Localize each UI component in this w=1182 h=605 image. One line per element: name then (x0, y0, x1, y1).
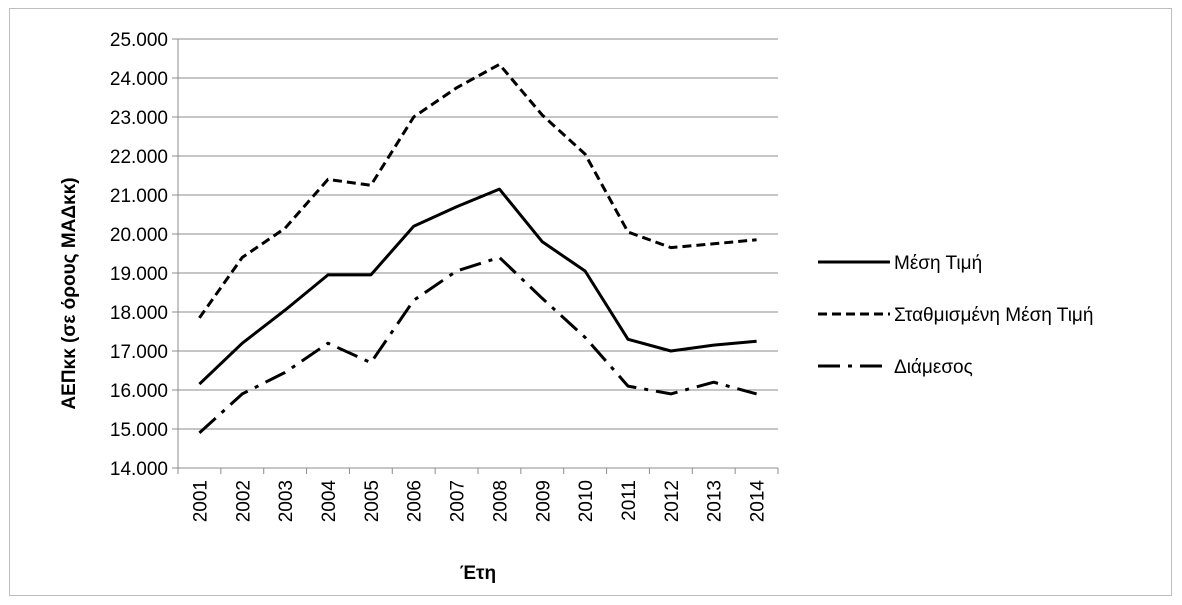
x-tick-labels: 2001 2002 2003 2004 2005 2006 2007 2008 2009 2010… (190, 480, 768, 523)
x-tick-label: 2009 (533, 480, 554, 522)
y-tick-labels: 14.000 15.000 16.000 17.000 18.000 19.000 20.0… (110, 30, 168, 480)
y-tick-label: 21.000 (110, 186, 168, 207)
y-tick-label: 18.000 (110, 303, 168, 324)
chart-frame: 14.000 15.000 16.000 17.000 18.000 19.000 20.0… (9, 8, 1172, 596)
x-tick-label: 2003 (276, 480, 297, 522)
series-line-2 (198, 62, 757, 319)
x-tick-label: 2004 (319, 480, 340, 523)
y-tick-label: 16.000 (110, 381, 168, 402)
y-tick-label: 14.000 (110, 459, 168, 480)
x-tick-label: 2001 (190, 480, 211, 522)
legend-label-2: Σταθμισμένη Μέση Τιμή (894, 305, 1093, 326)
axes (172, 38, 779, 474)
x-tick-label: 2010 (576, 480, 597, 522)
y-tick-label: 17.000 (110, 342, 168, 363)
y-tick-label: 22.000 (110, 147, 168, 168)
legend-label-1: Μέση Τιμή (894, 253, 982, 274)
x-tick-label: 2008 (490, 480, 511, 522)
y-tick-label: 25.000 (110, 30, 168, 51)
x-axis-title: Έτη (460, 563, 496, 584)
legend-label-3: Διάμεσος (894, 357, 973, 378)
x-tick-label: 2011 (619, 480, 640, 521)
x-tick-label: 2005 (362, 480, 383, 522)
y-tick-label: 15.000 (110, 420, 168, 441)
y-tick-label: 19.000 (110, 264, 168, 285)
x-tick-label: 2012 (662, 480, 683, 522)
x-tick-label: 2007 (448, 480, 469, 522)
y-axis-title: ΑΕΠκκ (σε όρους ΜΑΔκκ) (59, 177, 80, 409)
y-tick-label: 20.000 (110, 225, 168, 246)
legend: Μέση Τιμή Σταθμισμένη Μέση Τιμή Διάμεσος (818, 253, 1093, 378)
x-tick-label: 2002 (233, 480, 254, 522)
x-tick-label: 2006 (405, 480, 426, 522)
series-lines (198, 62, 757, 435)
x-tick-label: 2013 (705, 480, 726, 522)
series-line-3 (198, 255, 757, 435)
x-tick-label: 2014 (748, 480, 769, 523)
line-chart: 14.000 15.000 16.000 17.000 18.000 19.000 20.0… (59, 30, 1093, 584)
gridlines (178, 38, 778, 430)
y-tick-label: 23.000 (110, 108, 168, 129)
series-line-1 (198, 187, 757, 386)
y-tick-label: 24.000 (110, 69, 168, 90)
